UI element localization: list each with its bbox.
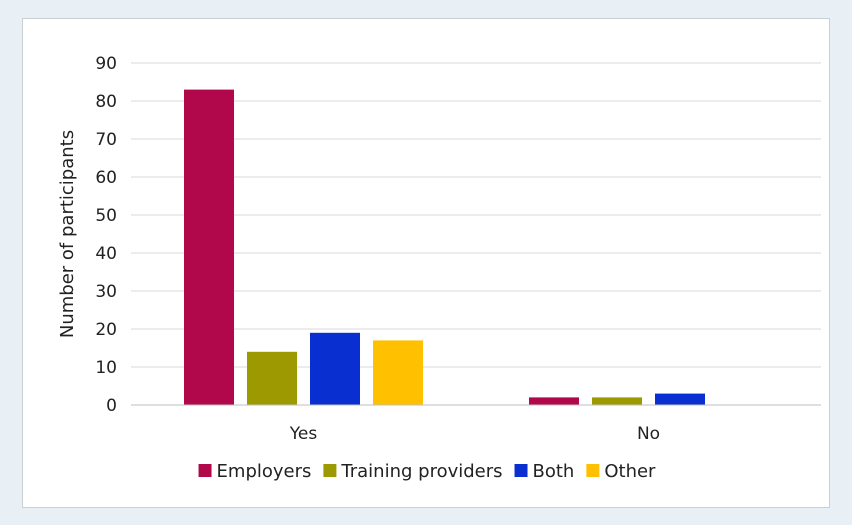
x-axis-ticks: Yes No (289, 424, 660, 444)
legend-swatch (586, 464, 600, 477)
legend-swatch (198, 464, 212, 477)
bar (310, 332, 360, 405)
y-tick-label: 20 (95, 320, 117, 340)
legend-label: Other (604, 461, 656, 482)
bar (655, 393, 705, 405)
y-tick-label: 10 (95, 358, 117, 378)
y-tick-label: 70 (95, 130, 117, 150)
legend-label: Employers (217, 461, 312, 482)
bar (592, 397, 642, 405)
legend-label: Training providers (340, 461, 502, 482)
bar (529, 397, 579, 405)
bars (184, 89, 705, 405)
y-tick-label: 50 (95, 206, 117, 226)
bar (247, 351, 297, 405)
legend: Employers Training providers Both Other (198, 461, 656, 482)
y-tick-label: 80 (95, 92, 117, 112)
y-tick-label: 40 (95, 244, 117, 264)
chart-frame: 0 10 20 30 40 50 60 70 80 90 Yes No Number of part… (22, 18, 830, 508)
bar-chart: 0 10 20 30 40 50 60 70 80 90 Yes No Number of part… (57, 54, 821, 482)
y-axis-ticks: 0 10 20 30 40 50 60 70 80 90 (95, 54, 117, 416)
legend-label: Both (533, 461, 575, 482)
x-tick-label: Yes (289, 424, 318, 444)
y-axis-title: Number of participants (57, 130, 78, 338)
bar (373, 340, 423, 405)
gridlines (131, 62, 821, 368)
y-tick-label: 30 (95, 282, 117, 302)
legend-swatch (323, 464, 337, 477)
y-tick-label: 0 (106, 396, 117, 416)
legend-swatch (514, 464, 528, 477)
y-tick-label: 90 (95, 54, 117, 74)
x-tick-label: No (637, 424, 660, 444)
bar (184, 89, 234, 405)
y-tick-label: 60 (95, 168, 117, 188)
